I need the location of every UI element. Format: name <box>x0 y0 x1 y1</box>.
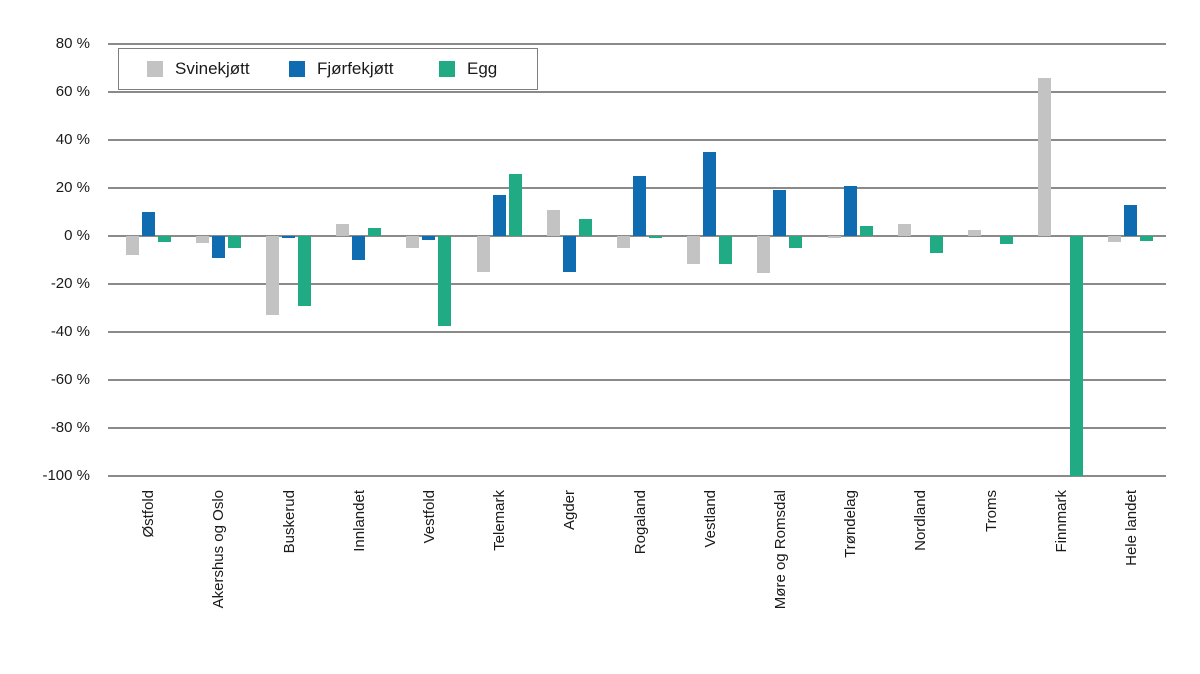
gridline <box>108 331 1166 333</box>
bar <box>649 236 662 239</box>
y-tick-label: -40 % <box>50 323 90 340</box>
bar <box>562 236 576 272</box>
y-tick-label: 40 % <box>55 131 90 148</box>
bar <box>687 236 701 264</box>
bar <box>968 230 981 236</box>
bar <box>789 236 803 248</box>
legend-label: Svinekjøtt <box>175 59 250 78</box>
x-tick-label: Trøndelag <box>842 490 860 558</box>
gridline <box>108 427 1166 429</box>
bar <box>141 212 155 236</box>
bar <box>843 185 857 236</box>
bar <box>211 236 225 258</box>
gridline <box>108 379 1166 381</box>
gridline <box>108 91 1166 93</box>
bar <box>227 236 241 248</box>
bar <box>406 236 420 248</box>
bar <box>633 176 646 236</box>
legend-item: Egg <box>439 49 497 89</box>
y-tick-label: 20 % <box>55 179 90 196</box>
bar <box>546 209 560 236</box>
bar <box>929 236 943 253</box>
x-tick-label: Telemark <box>491 490 509 551</box>
x-tick-label: Hele landet <box>1122 490 1140 566</box>
bar <box>508 173 522 236</box>
legend-label: Egg <box>467 59 498 78</box>
x-tick-label: Akershus og Oslo <box>210 490 228 609</box>
bar <box>773 190 787 236</box>
bar <box>703 152 717 236</box>
y-tick-label: -80 % <box>50 419 90 436</box>
legend-item: Svinekjøtt <box>147 49 250 89</box>
gridline <box>108 139 1166 141</box>
legend-swatch-icon <box>289 61 305 77</box>
gridline <box>108 283 1166 285</box>
bar <box>282 236 295 239</box>
bar <box>195 236 209 244</box>
bar <box>1124 204 1138 236</box>
y-tick-label: 80 % <box>55 35 90 52</box>
y-tick-label: 60 % <box>55 83 90 100</box>
x-tick-label: Innlandet <box>350 490 368 552</box>
y-tick-label: 0 % <box>64 227 90 244</box>
x-tick-label: Vestfold <box>420 490 438 544</box>
x-tick-label: Nordland <box>912 490 930 551</box>
bar <box>298 236 311 306</box>
y-tick-label: -100 % <box>42 467 90 484</box>
bar <box>719 236 733 264</box>
bar <box>859 226 873 236</box>
x-tick-label: Buskerud <box>280 490 298 554</box>
bar <box>897 224 911 236</box>
gridline <box>108 475 1166 477</box>
bar <box>617 236 630 248</box>
bar <box>757 236 771 274</box>
bar <box>476 236 490 272</box>
x-tick-label: Troms <box>982 490 1000 532</box>
bar <box>125 236 139 256</box>
x-tick-label: Rogaland <box>631 490 649 555</box>
y-tick-label: -20 % <box>50 275 90 292</box>
bar <box>1070 236 1084 476</box>
bar <box>578 219 592 236</box>
legend: Svinekjøtt Fjørfekjøtt Egg <box>118 48 538 90</box>
bar <box>492 195 506 236</box>
bar <box>422 236 436 240</box>
bar <box>1000 236 1013 245</box>
legend-item: Fjørfekjøtt <box>289 49 394 89</box>
x-tick-label: Møre og Romsdal <box>771 490 789 610</box>
legend-label: Fjørfekjøtt <box>317 59 394 78</box>
bar <box>1108 236 1122 242</box>
gridline <box>108 43 1166 45</box>
legend-swatch-icon <box>439 61 455 77</box>
legend-swatch-icon <box>147 61 163 77</box>
zero-gridline <box>108 235 1166 237</box>
bar <box>438 236 452 326</box>
bar <box>1140 236 1154 241</box>
bar <box>352 236 366 260</box>
bar <box>336 224 350 236</box>
bar <box>368 227 382 236</box>
x-tick-label: Vestland <box>701 490 719 548</box>
bar <box>266 236 279 316</box>
bar <box>1038 77 1052 236</box>
y-tick-label: -60 % <box>50 371 90 388</box>
bar <box>157 236 171 242</box>
x-tick-label: Østfold <box>140 490 158 538</box>
bar <box>827 236 841 239</box>
x-tick-label: Finnmark <box>1052 490 1070 553</box>
x-tick-label: Agder <box>561 490 579 531</box>
